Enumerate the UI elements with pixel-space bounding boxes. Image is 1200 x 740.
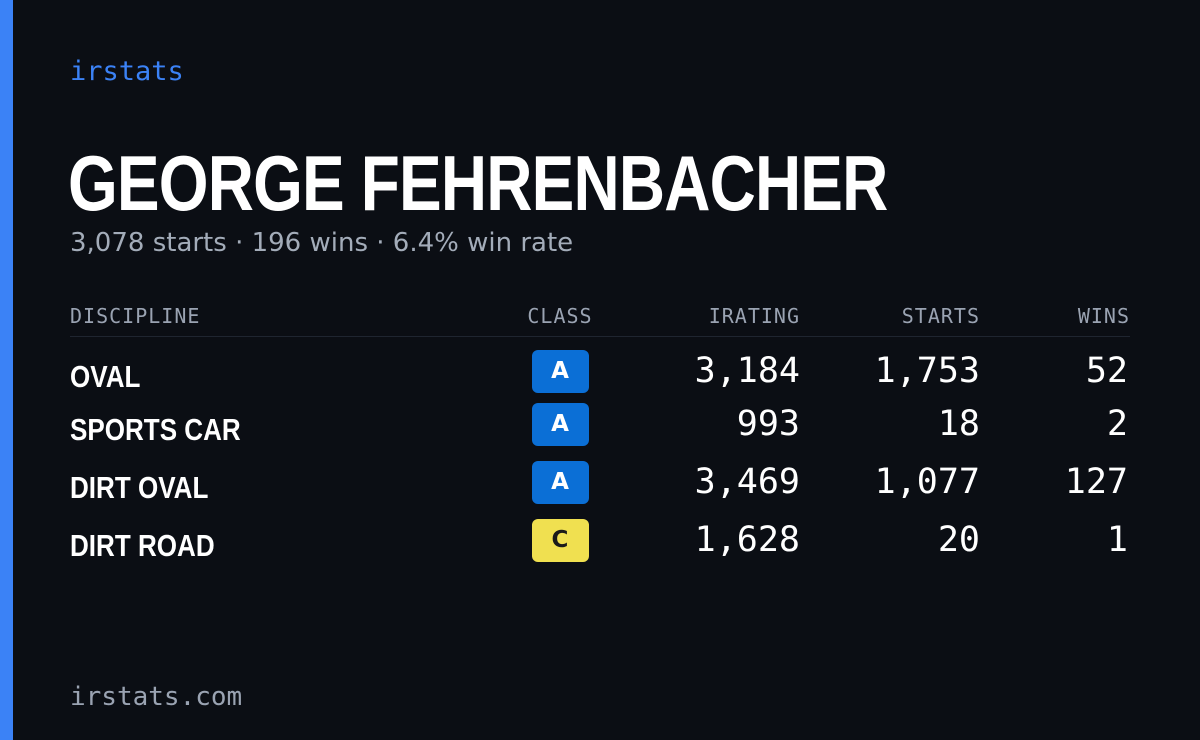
header-discipline: DISCIPLINE (70, 296, 500, 337)
irating-value: 3,469 (694, 462, 800, 502)
brand-logo: irstats (70, 56, 184, 87)
wins-value: 52 (1085, 351, 1128, 391)
class-badge: C (531, 518, 589, 562)
discipline-name: OVAL (70, 359, 141, 394)
discipline-name: DIRT OVAL (70, 470, 209, 505)
starts-value: 1,753 (874, 351, 980, 391)
irating-value: 993 (736, 404, 800, 444)
table-row: DIRT ROAD C 1,628 20 1 (70, 511, 1130, 569)
table-row: SPORTS CAR A 993 18 2 (70, 395, 1130, 453)
wins-value: 127 (1064, 462, 1128, 502)
table-header-row: DISCIPLINE CLASS IRATING STARTS WINS (70, 296, 1130, 337)
irating-value: 1,628 (694, 520, 800, 560)
discipline-name: DIRT ROAD (70, 528, 215, 563)
wins-value: 2 (1106, 404, 1128, 444)
driver-name: GEORGE FEHRENBACHER (68, 139, 888, 227)
irating-value: 3,184 (694, 351, 800, 391)
class-badge: A (531, 349, 589, 393)
starts-value: 1,077 (874, 462, 980, 502)
class-badge: A (531, 402, 589, 446)
starts-value: 20 (937, 520, 980, 560)
header-irating: IRATING (620, 296, 800, 337)
driver-summary: 3,078 starts · 196 wins · 6.4% win rate (70, 228, 574, 258)
table-row: DIRT OVAL A 3,469 1,077 127 (70, 453, 1130, 511)
stats-table: DISCIPLINE CLASS IRATING STARTS WINS OVA… (70, 296, 1130, 569)
header-starts: STARTS (800, 296, 980, 337)
header-wins: WINS (980, 296, 1130, 337)
class-badge: A (531, 460, 589, 504)
discipline-name: SPORTS CAR (70, 412, 241, 447)
starts-value: 18 (937, 404, 980, 444)
table-row: OVAL A 3,184 1,753 52 (70, 337, 1130, 396)
wins-value: 1 (1106, 520, 1128, 560)
header-class: CLASS (500, 296, 620, 337)
footer-url: irstats.com (70, 682, 243, 712)
accent-bar (0, 0, 13, 740)
